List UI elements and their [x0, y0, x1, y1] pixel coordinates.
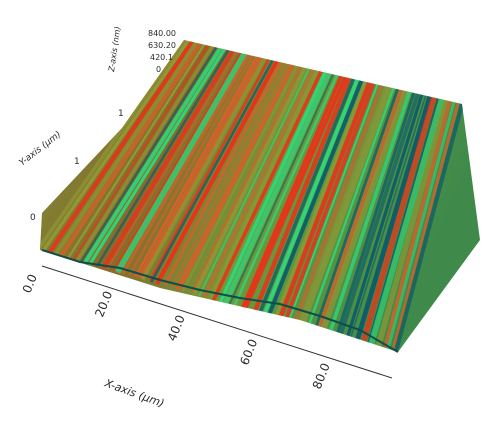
z-tick-label-0: 840.00: [148, 29, 176, 38]
ridge-stripe: [367, 98, 439, 344]
ridge-stripe: [171, 62, 286, 288]
ridge-stripe: [175, 63, 290, 289]
ridge-stripe: [228, 73, 334, 306]
x-tick-label: 80.0: [310, 361, 333, 391]
ridge-stripe: [287, 84, 379, 322]
ridge-stripe: [190, 66, 303, 294]
ridge-stripe: [40, 40, 186, 252]
ridge-stripe: [253, 77, 352, 312]
ridge-stripe: [41, 40, 190, 253]
z-tick-label-2: 420.1: [150, 53, 173, 62]
ridge-stripe: [67, 43, 206, 259]
ridge-stripe: [267, 80, 364, 316]
ridge-stripe: [106, 51, 238, 270]
ridge-stripe: [316, 89, 405, 331]
ridge-stripe: [233, 74, 339, 307]
x-axis-title: X-axis (µm): [102, 376, 166, 410]
ridge-stripe: [150, 59, 274, 284]
ridge-stripe: [320, 90, 409, 333]
ridge-stripe: [53, 41, 198, 256]
ridge-stripe: [274, 81, 367, 318]
ridge-stripe: [393, 103, 465, 352]
surface-body: [40, 40, 480, 353]
x-axis-line: [41, 265, 393, 379]
ridge-stripe: [368, 98, 445, 346]
ridge-stripe: [328, 91, 412, 334]
ridge-stripe: [354, 95, 433, 341]
ridge-stripe: [128, 55, 254, 276]
ridge-stripe: [192, 66, 307, 296]
ridge-stripe: [114, 52, 247, 274]
y-height-tick-1: 1: [74, 157, 80, 167]
ridge-stripe: [297, 85, 387, 325]
ridge-stripe: [208, 69, 319, 300]
ridge-stripe: [391, 102, 460, 351]
ridge-stripe: [314, 88, 399, 329]
ridge-stripe: [211, 70, 323, 302]
ridge-stripe: [163, 61, 283, 287]
ridge-stripe: [80, 46, 218, 263]
y-axis-title: Y-axis (µm): [18, 130, 63, 169]
ridge-stripe: [73, 45, 210, 260]
x-tick-label: 0.0: [20, 272, 40, 295]
ridge-stripe: [176, 63, 295, 291]
ridge-stripe: [349, 95, 427, 339]
ridge-stripe: [284, 82, 376, 321]
ridge-stripe: [263, 79, 359, 315]
ridge-stripe: [218, 71, 327, 303]
ridge-stripe: [140, 57, 267, 281]
ridge-stripe: [307, 87, 395, 328]
ridge-stripe: [137, 56, 264, 280]
y-height-tick-0: 0: [30, 213, 36, 223]
x-tick-label: 40.0: [165, 313, 188, 343]
ridge-stripe: [258, 78, 355, 313]
ridge-stripe: [75, 45, 214, 262]
ridge-stripe: [112, 52, 242, 272]
ridge-stripe: [59, 42, 202, 258]
z-tick-label-1: 630.20: [148, 41, 176, 50]
ridge-stripe: [95, 49, 230, 267]
ridge-stripe: [181, 65, 298, 292]
ridge-stripe: [47, 40, 194, 255]
ridge-stripe: [134, 56, 258, 278]
ridge-stripe: [201, 68, 316, 299]
y-height-tick-2: 1: [118, 109, 124, 119]
ridge-stripe: [223, 72, 332, 305]
ridge-stripe: [375, 99, 449, 347]
ridge-stripe: [82, 47, 222, 265]
ridge-stripe: [338, 93, 420, 337]
ridge-stripe: [360, 96, 437, 343]
z-axis-title: Z-axis (nm): [107, 26, 122, 73]
ridge-stripe: [386, 101, 456, 350]
ridge-stripe: [345, 94, 424, 338]
ridge-stripe: [383, 100, 452, 349]
ridge-stripes: [40, 40, 465, 352]
ridge-stripe: [335, 92, 416, 335]
ridge-stripe: [88, 48, 226, 266]
ridge-stripe: [293, 84, 384, 324]
x-tick-label: 60.0: [237, 337, 260, 367]
z-tick-label-3: 0: [156, 65, 161, 74]
ridge-stripe: [101, 50, 235, 269]
ridge-stripe: [155, 60, 279, 285]
ridge-stripe: [198, 68, 310, 297]
ridge-stripe: [121, 53, 251, 275]
x-tick-label: 20.0: [92, 289, 115, 319]
ridge-stripe: [240, 75, 343, 309]
ridge-stripe: [243, 76, 347, 310]
ridge-stripe: [149, 58, 270, 282]
ridge-stripe: [299, 86, 393, 327]
ridge-stripe: [278, 81, 372, 319]
surface-front-edge: [41, 249, 399, 353]
